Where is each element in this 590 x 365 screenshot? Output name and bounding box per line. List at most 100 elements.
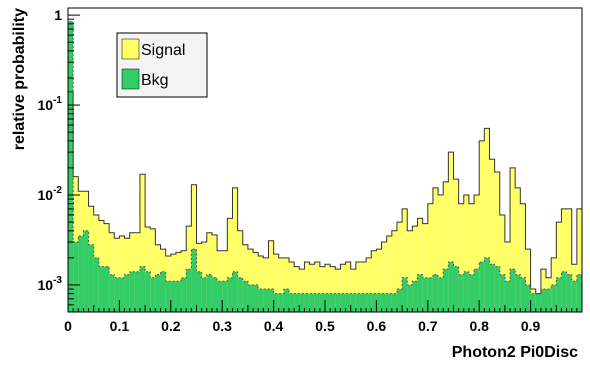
bkg-bar: [129, 271, 135, 312]
signal-bar: [330, 266, 336, 312]
signal-bar: [258, 255, 264, 312]
signal-bar: [309, 264, 315, 312]
signal-bar: [520, 203, 526, 312]
bkg-bar: [134, 271, 140, 312]
signal-bar: [325, 264, 331, 312]
bkg-bar: [510, 269, 516, 312]
bkg-bar: [211, 277, 218, 312]
bkg-bar: [155, 274, 161, 312]
bkg-bar: [515, 274, 521, 312]
bkg-bar: [479, 261, 485, 312]
bkg-bar: [150, 277, 156, 312]
bkg-bar: [381, 293, 387, 312]
x-tick-label: 0.1: [110, 318, 130, 334]
signal-bar: [510, 167, 516, 312]
signal-bar: [242, 244, 248, 312]
signal-bar: [556, 222, 562, 312]
bkg-bar: [93, 257, 99, 312]
signal-bar: [237, 230, 243, 312]
bkg-bar: [412, 281, 418, 312]
bkg-bar: [330, 293, 336, 312]
signal-bar: [376, 249, 382, 312]
x-axis-title: Photon2 Pi0Disc: [452, 344, 578, 361]
legend-label-signal: Signal: [141, 42, 185, 59]
signal-bar: [489, 159, 495, 312]
bkg-bar: [561, 271, 567, 312]
signal-bar: [355, 261, 361, 312]
y-tick-label: 1: [54, 7, 62, 23]
signal-bar: [273, 254, 279, 312]
signal-bar: [145, 227, 151, 312]
signal-bar: [391, 230, 397, 312]
bkg-bar: [576, 274, 582, 312]
signal-bar: [268, 240, 274, 312]
signal-bar: [366, 257, 372, 312]
bkg-bar: [386, 293, 392, 312]
y-axis-title: relative probability: [11, 8, 28, 150]
bkg-bar: [227, 277, 233, 312]
bkg-bar: [438, 277, 444, 312]
bkg-bar: [340, 293, 346, 312]
bkg-bar: [273, 293, 279, 312]
bkg-bar: [443, 269, 449, 312]
bkg-bar: [530, 293, 536, 312]
bkg-bar: [258, 289, 264, 312]
signal-bar: [504, 242, 511, 312]
signal-bar: [468, 203, 475, 312]
bkg-bar: [103, 266, 110, 312]
bkg-bar: [98, 266, 104, 312]
signal-bar: [294, 266, 300, 312]
bkg-bar: [283, 289, 290, 312]
bkg-bar: [253, 284, 259, 312]
signal-bar: [232, 187, 238, 312]
signal-bar: [314, 261, 320, 312]
bkg-bar: [325, 293, 331, 312]
bkg-bars: [68, 21, 582, 313]
bkg-bar: [78, 235, 84, 312]
signal-bar: [458, 203, 464, 312]
x-tick-label: 0.9: [521, 318, 541, 334]
bkg-bar: [206, 274, 212, 312]
signal-bar: [247, 249, 254, 312]
x-tick-label: 0: [64, 318, 72, 334]
bkg-bar: [417, 274, 423, 312]
bkg-bar: [407, 284, 413, 312]
bkg-bar: [422, 277, 428, 312]
signal-bar: [396, 222, 403, 312]
signal-bar: [109, 232, 115, 312]
signal-bar: [412, 226, 418, 312]
bkg-bar: [170, 281, 176, 312]
signal-bar: [283, 257, 290, 312]
signal-bar: [525, 249, 531, 312]
signal-outline: [67, 91, 583, 312]
x-tick-label: 0.6: [367, 318, 387, 334]
signal-bar: [98, 220, 104, 312]
signal-bar: [211, 234, 218, 312]
bkg-bar: [571, 281, 577, 312]
bkg-bar: [268, 289, 274, 312]
signal-bar: [350, 269, 356, 312]
signal-bar: [191, 184, 197, 312]
bkg-bar: [432, 274, 439, 312]
bkg-bar: [278, 293, 284, 312]
signal-bar: [263, 257, 269, 312]
legend: Signal Bkg: [116, 32, 208, 98]
signal-bar: [515, 187, 521, 312]
signal-bar: [474, 194, 480, 312]
signal-bar: [494, 172, 500, 312]
signal-bar: [576, 208, 582, 312]
signal-bar: [438, 194, 444, 312]
x-tick-label: 0.5: [315, 318, 335, 334]
bkg-bar: [309, 293, 315, 312]
bkg-bar: [448, 261, 454, 312]
y-tick-label: 10-3: [38, 275, 63, 293]
signal-bar: [289, 261, 295, 312]
signal-bar: [206, 232, 212, 312]
bkg-bar: [484, 257, 490, 312]
bkg-bar: [217, 281, 223, 312]
signal-bar: [150, 228, 156, 312]
bkg-bar: [335, 293, 341, 312]
bkg-bar: [232, 271, 238, 312]
bkg-bar: [109, 274, 115, 312]
bkg-bar: [402, 277, 408, 312]
